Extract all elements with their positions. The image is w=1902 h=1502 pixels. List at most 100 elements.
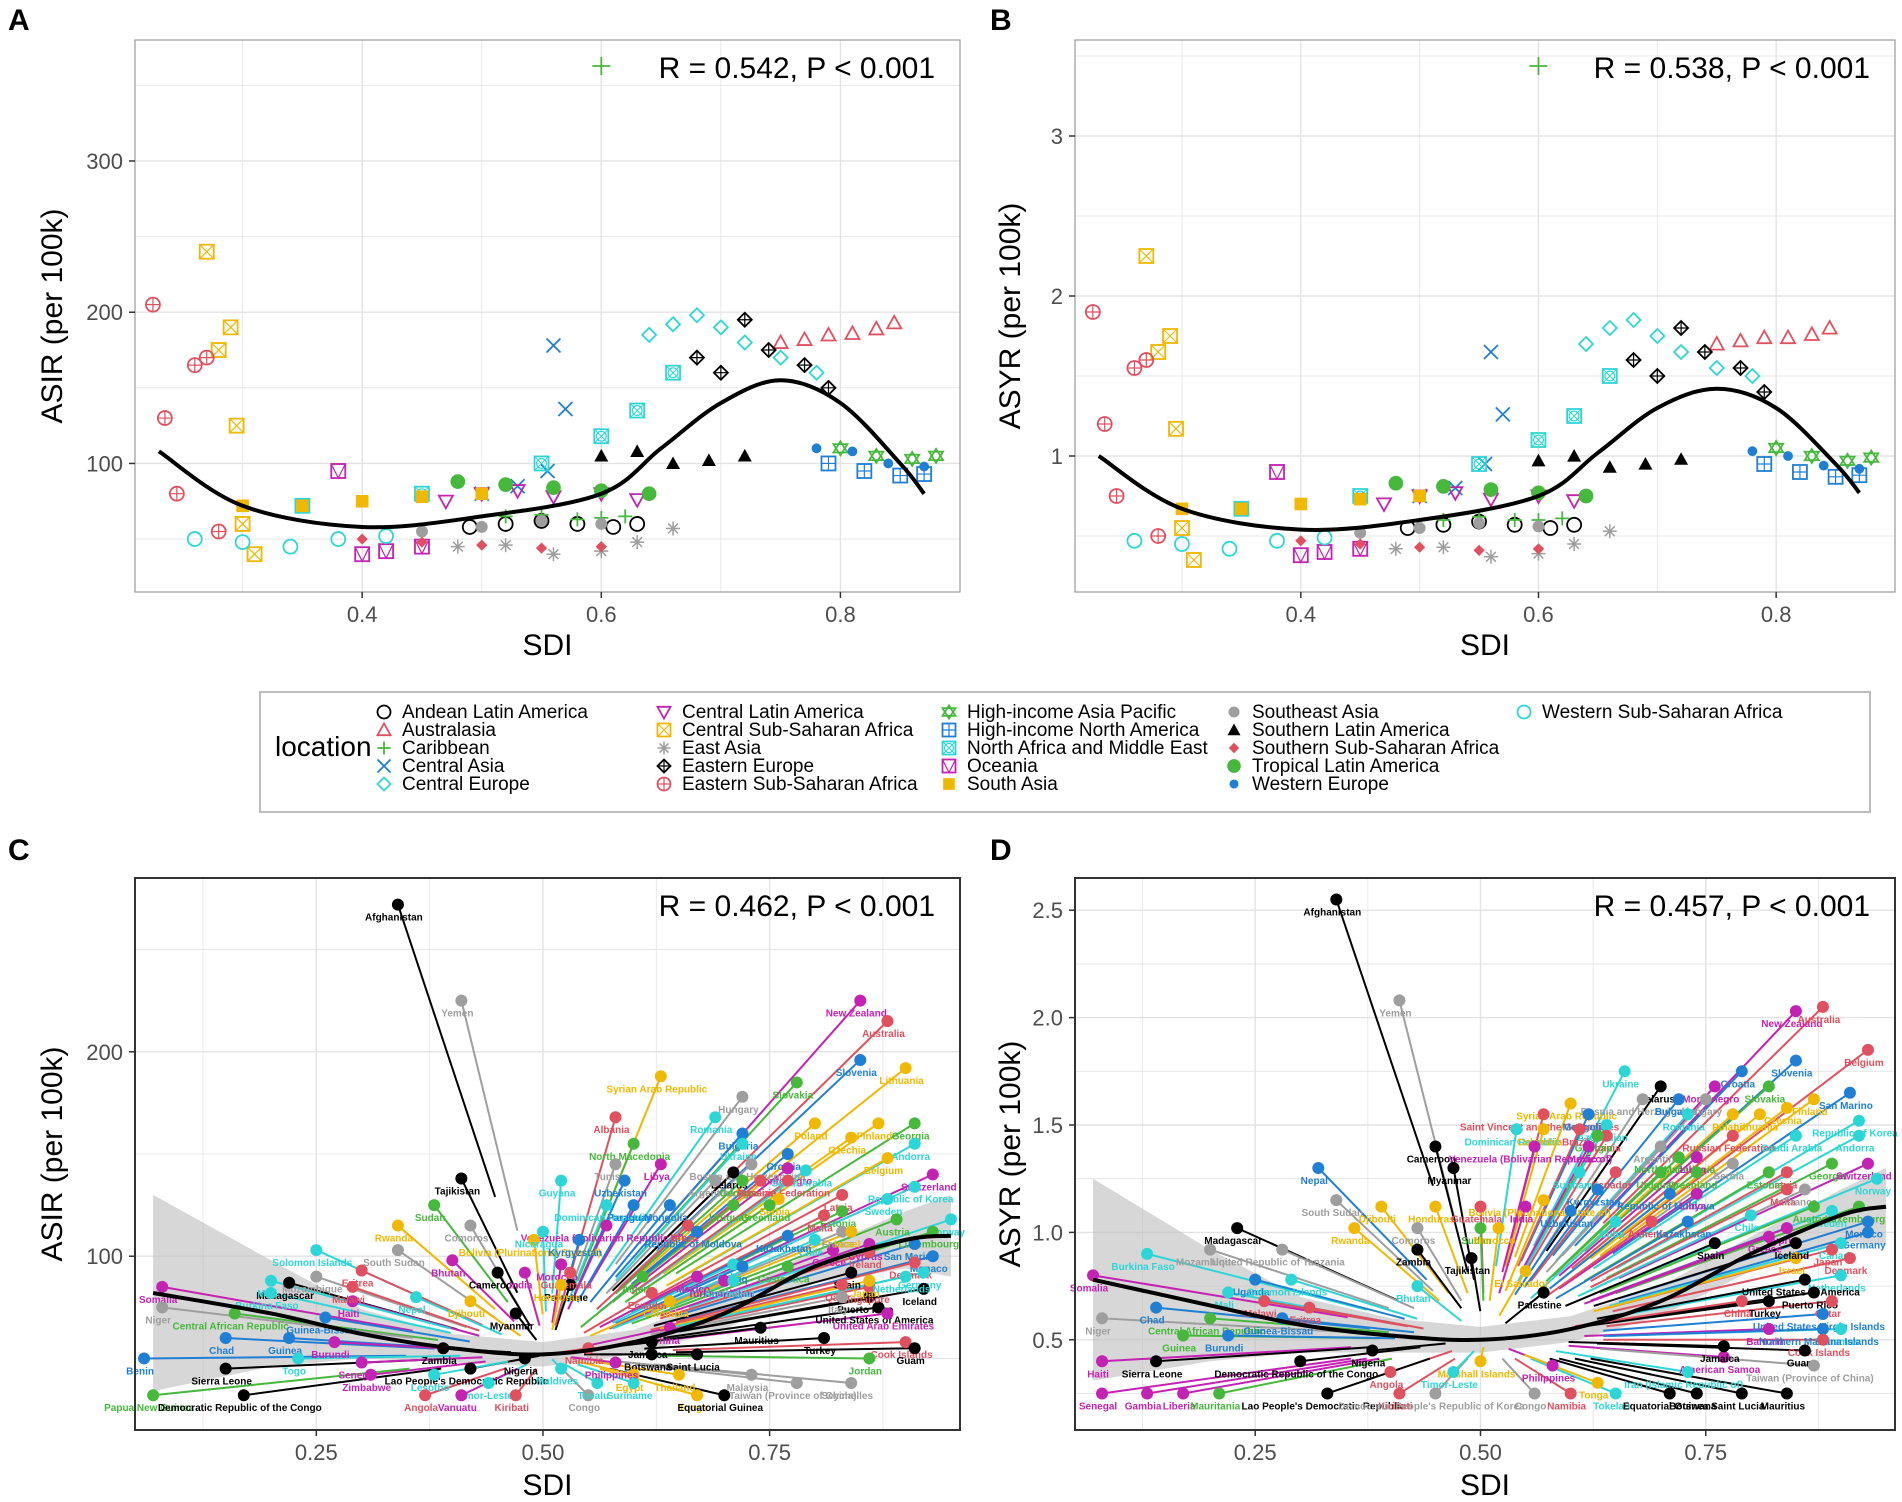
point-equatorial-guinea: [718, 1389, 731, 1402]
point-label-australia: Australia: [1798, 1015, 1841, 1026]
point-haiti: [346, 1295, 359, 1308]
point-label-georgia: Georgia: [892, 1131, 930, 1142]
point-label-lesotho: Lesotho: [411, 1383, 450, 1394]
x-tick-label: 0.6: [586, 602, 617, 627]
y-tick-label: 2.5: [1032, 898, 1063, 923]
point-central-europe: [712, 319, 730, 336]
label-connector: [605, 1179, 716, 1295]
point-israel: [845, 1225, 858, 1238]
point-label-palestine: Palestine: [544, 1293, 588, 1304]
y-tick-label: 3: [1051, 124, 1063, 149]
x-axis-title: SDI: [1460, 629, 1510, 662]
point-djibouti: [464, 1295, 477, 1308]
point-venezuela-bolivarian-republic-of: [1528, 1140, 1541, 1153]
point-label-rwanda: Rwanda: [375, 1234, 414, 1245]
point-western-sub-saharan-africa: [330, 531, 347, 547]
panel-a: 0.4 0.6 0.8 100 200 300 SDI ASIR (per 100k) R = …: [8, 4, 961, 662]
point-eastern-sub-saharan-africa: [145, 296, 161, 313]
point-label-benin: Benin: [126, 1366, 154, 1377]
label-connector: [523, 1272, 541, 1327]
point-kiribati: [1393, 1387, 1406, 1400]
point-label-mexico: Mexico: [676, 1285, 710, 1296]
point-label-france: France: [1784, 1197, 1817, 1208]
point-label-burkina-faso: Burkina Faso: [1111, 1262, 1174, 1273]
point-label-germany: Germany: [1842, 1240, 1886, 1251]
point-western-europe: [1747, 446, 1758, 457]
label-connector: [1182, 1357, 1380, 1395]
point-east-asia: [1436, 540, 1451, 555]
point-label-suriname: Suriname: [607, 1391, 653, 1402]
y-axis-title: ASYR (per 100k): [994, 1041, 1027, 1268]
point-central-europe: [640, 326, 658, 344]
label-connector: [631, 1179, 789, 1295]
point-mauritius: [1780, 1387, 1793, 1400]
label-connector: [1590, 1107, 1788, 1260]
point-maldives: [555, 1362, 568, 1375]
point-label-tajikistan: Tajikistan: [435, 1187, 480, 1198]
point-norway: [944, 1213, 957, 1226]
point-western-europe: [847, 446, 858, 457]
point-bosnia-and-herzegovina: [745, 1158, 758, 1171]
point-label-american-samoa: American Samoa: [1679, 1365, 1761, 1376]
point-spain: [845, 1266, 858, 1279]
point-label-san-marino: San Marino: [884, 1252, 938, 1263]
point-label-ukraine: Ukraine: [720, 1152, 757, 1163]
point-central-sub-saharan-africa: [198, 243, 215, 260]
point-australia: [1816, 1000, 1829, 1013]
point-madagascar: [1231, 1222, 1244, 1235]
point-oceania: [354, 546, 371, 563]
point-label-saudi-arabia: Saudi Arabia: [1761, 1144, 1822, 1155]
point-central-asia: [1495, 406, 1511, 423]
point-guinea: [1177, 1329, 1190, 1342]
point-india: [518, 1266, 531, 1279]
point-burkina-faso: [264, 1287, 277, 1300]
point-label-united-states-of-america: United States of America: [815, 1315, 933, 1326]
point-angola: [419, 1389, 432, 1402]
label-connector: [370, 1360, 486, 1376]
y-tick-label: 100: [86, 451, 123, 476]
point-label-equatorial-guinea: Equatorial Guinea: [677, 1403, 763, 1414]
point-france: [836, 1225, 849, 1238]
point-guinea-bissau: [319, 1311, 332, 1324]
point-finland: [872, 1117, 885, 1130]
point-label-sweden: Sweden: [1809, 1219, 1847, 1230]
western-sub-saharan-africa-icon: [1516, 704, 1532, 720]
point-puerto-rico: [863, 1291, 876, 1304]
panel-letter: C: [8, 834, 30, 867]
point-label-algeria: Algeria: [622, 1285, 656, 1296]
label-connector: [352, 1285, 480, 1332]
label-connector: [144, 1354, 407, 1360]
label-connector: [577, 1363, 634, 1384]
x-tick-label: 0.6: [1523, 602, 1554, 627]
point-syrian-arab-republic: [1564, 1097, 1577, 1110]
label-connector: [589, 1204, 671, 1303]
point-australasia: [1708, 335, 1726, 351]
panel-b: 0.4 0.6 0.8 1 2 3 SDI ASYR (per 100k) R = 0.538,…: [990, 4, 1896, 662]
point-eastern-europe: [688, 349, 706, 366]
point-southern-latin-america: [1638, 457, 1653, 470]
point-label-venezuela-bolivarian-republic-of: Venezuela (Bolivarian Republic of): [1449, 1154, 1612, 1165]
point-lao-people-s-democratic-republic: [464, 1362, 477, 1375]
point-san-marino: [908, 1237, 921, 1250]
point-morocco: [555, 1258, 568, 1271]
point-southern-latin-america: [1674, 452, 1689, 465]
point-central-asia: [545, 337, 562, 354]
point-switzerland: [1861, 1157, 1874, 1170]
point-democratic-republic-of-the-congo: [237, 1389, 250, 1402]
point-switzerland: [926, 1168, 939, 1181]
series-north-africa-and-middle-east: [294, 364, 681, 514]
label-connector: [361, 1269, 483, 1326]
high-income-north-america-icon: [941, 722, 957, 738]
point-label-seychelles: Seychelles: [821, 1391, 873, 1402]
point-taiwan-province-of-china: [1807, 1359, 1820, 1372]
eastern-europe-icon: [656, 758, 672, 774]
point-label-palestine: Palestine: [1518, 1301, 1562, 1312]
label-connector: [596, 1224, 689, 1311]
point-label-democratic-republic-of-the-congo: Democratic Republic of the Congo: [158, 1403, 322, 1414]
point-label-canada: Canada: [1819, 1251, 1856, 1262]
point-nepal: [1312, 1161, 1325, 1174]
point-central-sub-saharan-africa: [1162, 328, 1178, 344]
point-label-greenland: Greenland: [741, 1213, 790, 1224]
series-australasia: [1708, 319, 1839, 351]
point-southern-sub-saharan-africa: [356, 533, 368, 545]
